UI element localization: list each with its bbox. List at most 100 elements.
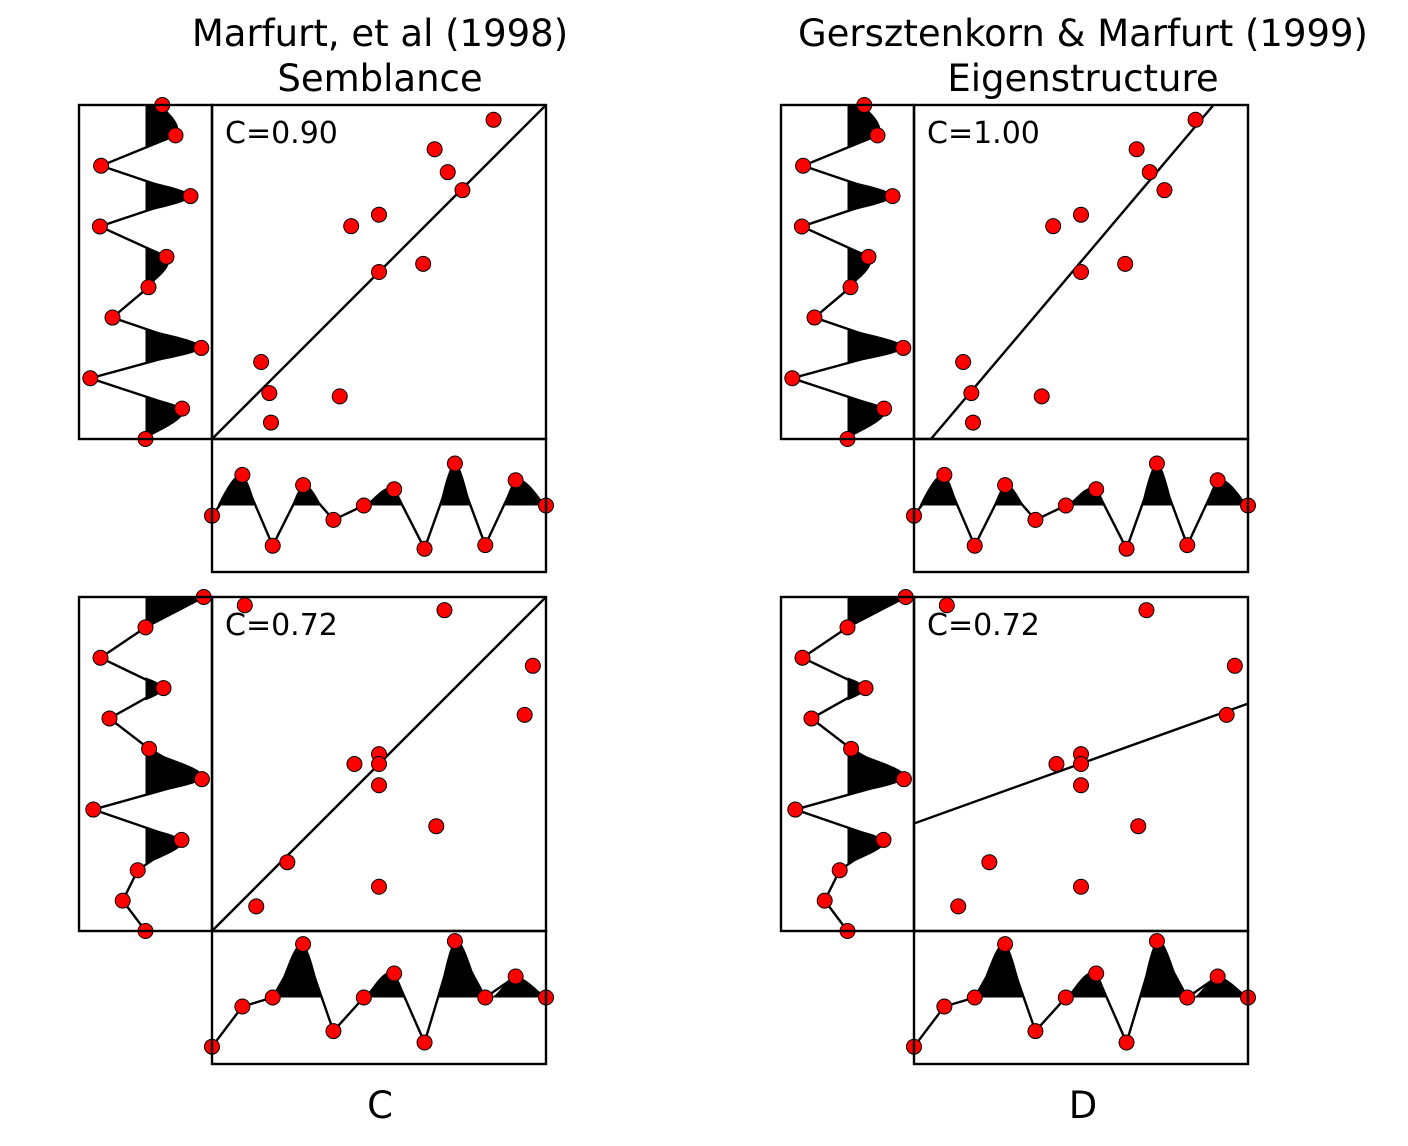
left-trace-point bbox=[875, 831, 892, 848]
bottom-trace-point bbox=[446, 455, 463, 472]
scatter-point bbox=[1073, 264, 1089, 280]
bottom-panel-frame bbox=[912, 437, 1250, 574]
bottom-panel-frame bbox=[210, 437, 548, 574]
fit-line bbox=[929, 105, 1216, 439]
scatter-point bbox=[1073, 206, 1089, 223]
scatter-point bbox=[1073, 878, 1089, 895]
scatter-point bbox=[950, 898, 967, 915]
bottom-trace-point bbox=[325, 511, 342, 528]
bottom-trace bbox=[212, 459, 546, 552]
left-trace-point bbox=[114, 892, 131, 909]
left-trace bbox=[791, 597, 907, 931]
bottom-trace-point bbox=[966, 537, 983, 554]
scatter-point bbox=[1033, 388, 1050, 405]
bottom-panel-frame bbox=[912, 929, 1250, 1066]
scatter-point bbox=[371, 777, 387, 794]
bottom-trace-point bbox=[295, 936, 312, 953]
bottom-trace-point bbox=[234, 998, 251, 1015]
bottom-trace-point bbox=[1209, 968, 1226, 985]
left-trace-fill bbox=[145, 597, 204, 931]
scatter-point bbox=[279, 854, 296, 871]
bottom-trace-point bbox=[1148, 933, 1165, 950]
bottom-trace-fill bbox=[914, 463, 1248, 506]
left-trace-point bbox=[182, 188, 199, 205]
panel-eigenstructure-bottom: C=0.72 D bbox=[779, 589, 1256, 1127]
left-trace-point bbox=[93, 157, 110, 174]
correlation-label: C=0.72 bbox=[225, 608, 338, 643]
scatter-point bbox=[371, 878, 387, 895]
scatter-point bbox=[253, 354, 270, 371]
left-trace-point bbox=[895, 339, 912, 356]
scatter-point bbox=[261, 385, 278, 402]
left-trace-point bbox=[167, 127, 184, 144]
correlation-label: C=1.00 bbox=[927, 116, 1040, 151]
scatter-point bbox=[415, 255, 432, 272]
left-trace-point bbox=[137, 619, 154, 636]
left-trace-point bbox=[831, 862, 848, 879]
scatter-point bbox=[439, 164, 456, 181]
scatter-point bbox=[371, 206, 387, 223]
left-trace-point bbox=[839, 619, 856, 636]
left-trace-point bbox=[895, 771, 912, 788]
chart-subtitle: Semblance bbox=[277, 57, 482, 100]
bottom-trace-fill bbox=[212, 940, 546, 998]
scatter-point bbox=[981, 854, 998, 871]
scatter-point bbox=[428, 818, 445, 835]
left-trace-point bbox=[857, 680, 874, 697]
bottom-trace-point bbox=[355, 989, 372, 1006]
bottom-trace bbox=[914, 937, 1248, 1048]
left-trace-point bbox=[795, 157, 812, 174]
left-trace bbox=[89, 597, 205, 931]
x-axis-label: D bbox=[1069, 1084, 1098, 1127]
left-trace-point bbox=[843, 740, 860, 757]
left-trace-line bbox=[788, 105, 908, 439]
bottom-trace-point bbox=[477, 537, 494, 554]
bottom-trace-point bbox=[1118, 1034, 1135, 1051]
left-trace-fill bbox=[847, 105, 904, 439]
scatter-point bbox=[371, 264, 387, 280]
scatter-point bbox=[426, 141, 443, 158]
bottom-trace-point bbox=[1118, 540, 1135, 557]
left-trace-point bbox=[860, 248, 877, 265]
bottom-trace-point bbox=[325, 1023, 342, 1040]
scatter-point bbox=[436, 602, 453, 619]
bottom-trace-point bbox=[416, 540, 433, 557]
bottom-trace-point bbox=[477, 989, 494, 1006]
scatter-point bbox=[1073, 777, 1089, 794]
bottom-trace-point bbox=[507, 472, 524, 489]
left-trace-point bbox=[158, 248, 175, 265]
left-trace-point bbox=[129, 862, 146, 879]
left-trace-line bbox=[86, 105, 206, 439]
left-trace-point bbox=[784, 370, 801, 387]
scatter-point bbox=[1130, 818, 1147, 835]
scatter-point bbox=[343, 218, 360, 235]
left-trace-point bbox=[82, 370, 99, 387]
bottom-trace-line bbox=[914, 459, 1248, 552]
left-trace-point bbox=[173, 831, 190, 848]
scatter-point bbox=[964, 414, 981, 431]
chart-title: Gersztenkorn & Marfurt (1999) bbox=[798, 12, 1368, 55]
bottom-trace-fill bbox=[914, 940, 1248, 998]
left-trace-point bbox=[803, 710, 820, 727]
bottom-trace-point bbox=[1209, 472, 1226, 489]
scatter-point bbox=[1073, 756, 1089, 772]
bottom-trace-point bbox=[997, 936, 1014, 953]
bottom-trace-point bbox=[1148, 455, 1165, 472]
panel-eigenstructure-top: C=1.00 Gersztenkorn & Marfurt (1999)Eigen… bbox=[779, 12, 1368, 574]
left-trace-point bbox=[806, 309, 823, 326]
x-axis-label: C bbox=[367, 1084, 393, 1127]
left-trace-point bbox=[101, 710, 118, 727]
correlation-label: C=0.90 bbox=[225, 116, 338, 151]
scatter-point bbox=[1218, 706, 1235, 723]
bottom-trace-point bbox=[936, 998, 953, 1015]
bottom-trace-point bbox=[264, 537, 281, 554]
scatter-plot bbox=[929, 105, 1216, 439]
left-trace-point bbox=[869, 127, 886, 144]
correlation-label: C=0.72 bbox=[927, 608, 1040, 643]
left-trace-fill bbox=[145, 105, 202, 439]
scatter-point bbox=[371, 756, 387, 772]
panel-semblance-top: C=0.90 Marfurt, et al (1998)Semblance bbox=[77, 12, 568, 574]
left-trace-point bbox=[91, 218, 108, 235]
bottom-trace-point bbox=[386, 965, 403, 982]
scatter-point bbox=[1128, 141, 1145, 158]
